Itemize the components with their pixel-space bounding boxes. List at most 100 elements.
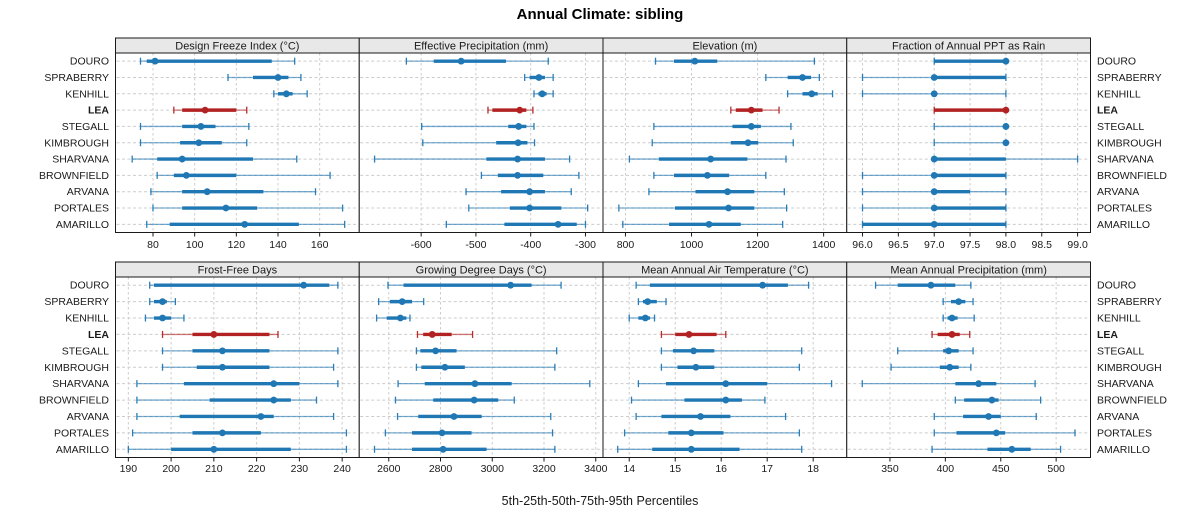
axis-tick-label: 98.0 — [996, 239, 1017, 251]
x-axis-label: 5th-25th-50th-75th-95th Percentiles — [501, 494, 699, 508]
errorbar-kenhill — [861, 90, 1007, 98]
median-dot — [438, 429, 446, 437]
median-dot — [470, 396, 478, 404]
axis-tick-label: 1400 — [812, 239, 836, 251]
errorbar-portales — [618, 204, 788, 212]
median-dot — [992, 429, 1000, 437]
median-dot — [219, 429, 226, 437]
site-label-right-douro: DOURO — [1097, 56, 1136, 68]
axis-tick-label: 14 — [623, 463, 635, 475]
site-label-right-portales: PORTALES — [1097, 203, 1152, 215]
median-dot — [439, 445, 447, 453]
errorbar-stegall — [161, 347, 339, 355]
axis-tick-label: -600 — [411, 239, 432, 251]
site-label-right-spraberry: SPRABERRY — [1097, 72, 1162, 84]
errorbar-amarillo — [931, 445, 1062, 453]
panel-effective-precipitation-mm: Effective Precipitation (mm) -600 -500 -400… — [358, 37, 604, 251]
median-dot — [151, 57, 159, 65]
errorbar-stegall — [660, 347, 803, 355]
errorbar-douro — [149, 281, 339, 289]
axis-tick-label: 18 — [807, 463, 819, 475]
median-dot — [182, 171, 190, 179]
axis-tick-label: 190 — [120, 463, 138, 475]
errorbar-stegall — [421, 122, 535, 130]
errorbar-douro — [933, 57, 1010, 65]
errorbar-amarillo — [146, 220, 346, 228]
panel-header-label: Mean Annual Air Temperature (°C) — [641, 265, 808, 277]
errorbar-sharvana — [397, 380, 591, 388]
errorbar-lea — [161, 330, 279, 338]
site-label-left-lea: LEA — [88, 329, 109, 341]
site-label-right-sharvana: SHARVANA — [1097, 378, 1154, 390]
axis-tick-label: 120 — [228, 239, 246, 251]
median-dot — [203, 188, 211, 196]
axis-tick-label: 160 — [311, 239, 329, 251]
median-dot — [707, 155, 715, 163]
errorbar-lea — [416, 330, 474, 338]
errorbar-lea — [487, 106, 534, 114]
median-dot — [725, 204, 732, 212]
median-dot — [930, 188, 938, 196]
site-label-left-brownfield: BROWNFIELD — [39, 395, 109, 407]
panel-design-freeze-index-c: Design Freeze Index (°C) 80 100 120 140 160 — [115, 37, 360, 251]
median-dot — [514, 155, 521, 163]
errorbar-spraberry — [637, 298, 667, 306]
site-label-left-kimbrough: KIMBROUGH — [44, 137, 109, 149]
errorbar-sharvana — [861, 380, 1036, 388]
median-dot — [1002, 106, 1010, 114]
axis-tick-label: 350 — [881, 463, 899, 475]
errorbar-sharvana — [628, 155, 787, 163]
median-dot — [1002, 123, 1010, 130]
median-dot — [747, 106, 755, 114]
errorbar-kenhill — [144, 314, 185, 322]
site-label-right-lea: LEA — [1097, 105, 1118, 117]
errorbar-sharvana — [136, 380, 339, 388]
errorbar-kimbrough — [139, 139, 248, 147]
axis-tick-label: 210 — [205, 463, 223, 475]
errorbar-brownfield — [630, 396, 766, 404]
median-dot — [692, 363, 700, 371]
site-label-right-kenhill: KENHILL — [1097, 88, 1141, 100]
axis-tick-label: 15 — [669, 463, 681, 475]
site-label-right-kimbrough: KIMBROUGH — [1097, 137, 1162, 149]
median-dot — [257, 413, 265, 420]
site-labels-top: DOURO DOURO SPRABERRY SPRABERRY KENHILL KENHI… — [39, 56, 1167, 231]
panel-elevation-m: Elevation (m) 800 1000 1200 1400 — [602, 37, 848, 251]
panel-header-label: Effective Precipitation (mm) — [414, 41, 548, 53]
errorbar-sharvana — [373, 155, 571, 163]
site-label-left-amarillo: AMARILLO — [56, 219, 109, 231]
median-dot — [222, 204, 230, 212]
median-dot — [270, 380, 278, 388]
errorbar-spraberry — [227, 73, 302, 81]
panel-header-label: Growing Degree Days (°C) — [416, 265, 547, 277]
errorbar-arvana — [465, 188, 572, 196]
median-dot — [687, 445, 695, 453]
median-dot — [241, 220, 249, 228]
errorbar-kimbrough — [651, 139, 794, 147]
errorbar-kimbrough — [890, 363, 972, 371]
errorbar-douro — [874, 281, 972, 289]
axis-tick-label: 99.0 — [1067, 239, 1088, 251]
errorbar-kimbrough — [660, 363, 801, 371]
site-label-left-douro: DOURO — [70, 280, 109, 292]
errorbar-kenhill — [375, 314, 411, 322]
median-dot — [554, 220, 562, 228]
median-dot — [210, 445, 218, 453]
axis-tick-label: 1000 — [680, 239, 704, 251]
median-dot — [471, 380, 479, 388]
median-dot — [538, 90, 546, 98]
site-label-right-arvana: ARVANA — [1097, 186, 1139, 198]
median-dot — [450, 413, 458, 420]
median-dot — [930, 74, 938, 81]
errorbar-kimbrough — [161, 363, 335, 371]
median-dot — [159, 298, 166, 306]
median-dot — [948, 331, 956, 338]
median-dot — [1008, 445, 1016, 453]
median-dot — [526, 204, 534, 212]
median-dot — [457, 57, 465, 65]
errorbar-douro — [405, 57, 549, 65]
axis-tick-label: 1200 — [746, 239, 770, 251]
median-dot — [930, 220, 938, 228]
site-label-left-spraberry: SPRABERRY — [44, 296, 109, 308]
